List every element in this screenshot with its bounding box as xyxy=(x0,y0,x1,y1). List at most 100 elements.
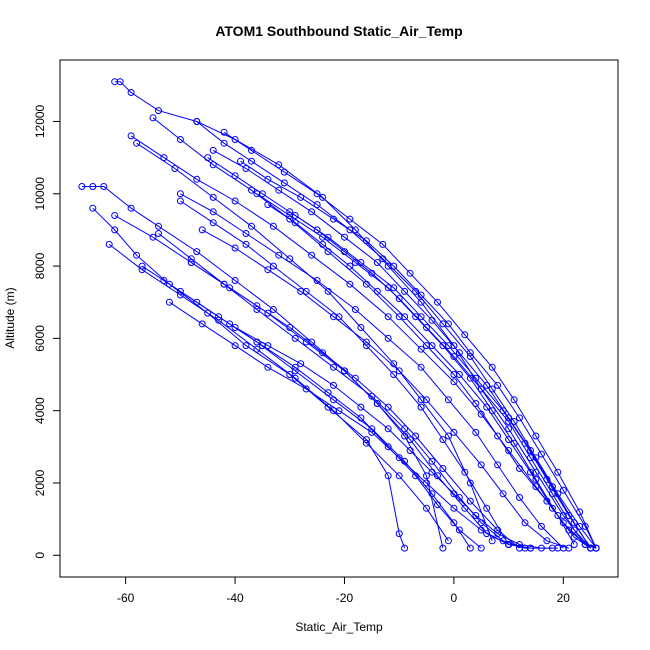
data-point xyxy=(406,447,414,454)
data-point xyxy=(450,378,458,386)
data-point xyxy=(89,204,97,212)
data-point xyxy=(209,219,217,227)
data-point xyxy=(450,490,458,498)
data-point xyxy=(384,313,392,321)
data-point xyxy=(253,190,261,198)
data-point xyxy=(423,396,430,404)
data-point xyxy=(127,132,135,140)
data-point xyxy=(237,157,244,165)
plot-frame xyxy=(59,59,619,578)
data-point xyxy=(455,371,463,378)
data-point xyxy=(417,291,425,299)
data-point xyxy=(472,400,480,407)
data-point xyxy=(521,519,529,527)
data-point xyxy=(477,461,485,469)
data-point xyxy=(248,186,255,194)
y-tick-label: 10000 xyxy=(33,177,47,211)
series-12 xyxy=(133,139,496,545)
data-point xyxy=(417,345,425,353)
data-point xyxy=(313,201,321,209)
data-point xyxy=(587,544,595,552)
y-tick-label: 0 xyxy=(33,552,47,559)
data-point xyxy=(111,212,119,219)
data-point xyxy=(264,175,272,183)
data-point xyxy=(537,544,545,552)
data-point xyxy=(253,306,261,313)
data-point xyxy=(494,432,502,440)
data-point xyxy=(335,407,343,415)
data-point xyxy=(155,222,162,230)
data-point xyxy=(406,269,414,277)
data-point xyxy=(160,277,168,284)
data-point xyxy=(466,479,474,487)
series-line xyxy=(223,131,597,549)
data-point xyxy=(483,381,491,389)
data-point xyxy=(444,432,452,440)
series-line xyxy=(180,193,564,549)
data-point xyxy=(155,107,162,115)
data-point xyxy=(461,468,469,476)
data-point xyxy=(362,439,370,447)
y-tick-label: 12000 xyxy=(33,104,47,138)
data-point xyxy=(477,385,485,393)
series-15 xyxy=(253,190,578,548)
series-24 xyxy=(176,197,513,548)
data-point xyxy=(412,432,420,440)
data-point xyxy=(483,504,491,512)
data-point xyxy=(499,490,507,498)
data-point xyxy=(527,447,534,454)
data-point xyxy=(269,306,277,313)
data-point xyxy=(220,128,228,136)
data-point xyxy=(395,472,403,480)
data-point xyxy=(291,363,299,371)
data-point xyxy=(384,472,392,480)
data-point xyxy=(384,284,392,292)
data-point xyxy=(297,193,305,201)
data-point xyxy=(231,244,239,252)
series-line xyxy=(136,142,493,541)
data-point xyxy=(368,269,376,277)
data-point xyxy=(248,157,255,165)
series-line xyxy=(152,117,591,549)
data-point xyxy=(198,226,206,234)
data-point xyxy=(505,541,513,548)
data-point xyxy=(242,240,250,248)
data-point xyxy=(516,544,523,552)
data-point xyxy=(532,432,540,440)
series-line xyxy=(163,280,482,549)
data-point xyxy=(171,165,179,172)
data-point xyxy=(291,374,299,382)
series-line xyxy=(207,157,592,549)
data-point xyxy=(286,371,294,378)
data-point xyxy=(193,175,201,183)
data-point xyxy=(543,537,551,545)
data-point xyxy=(488,537,496,545)
y-tick-label: 4000 xyxy=(33,397,47,424)
data-point xyxy=(187,259,195,266)
data-point xyxy=(581,522,589,530)
data-point xyxy=(286,255,294,263)
data-point xyxy=(160,154,168,162)
data-point xyxy=(341,367,348,375)
data-point xyxy=(434,501,441,509)
data-point xyxy=(176,190,184,198)
data-point xyxy=(477,526,485,534)
data-point xyxy=(231,277,239,284)
series-line xyxy=(191,262,520,549)
data-point xyxy=(390,371,398,378)
series-23 xyxy=(264,201,595,552)
data-point xyxy=(193,298,201,306)
data-point xyxy=(379,240,387,248)
data-point xyxy=(264,201,272,209)
y-axis: 0 2000 4000 6000 8000 10000 12000 xyxy=(33,104,60,559)
data-point xyxy=(417,403,425,411)
data-point xyxy=(127,89,135,96)
series-line xyxy=(240,160,597,549)
data-point xyxy=(494,461,502,469)
data-point xyxy=(286,215,294,223)
data-point xyxy=(401,313,409,321)
data-point xyxy=(187,255,195,263)
data-point xyxy=(209,208,217,216)
data-point xyxy=(308,208,316,216)
data-point xyxy=(291,334,299,342)
